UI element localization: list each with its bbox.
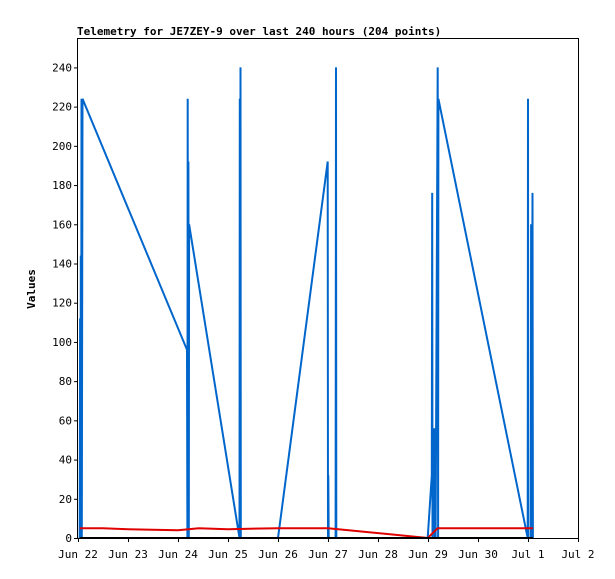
- x-tick-label: Jun 30: [458, 548, 498, 561]
- y-tick-label: 240: [52, 61, 72, 74]
- y-tick-label: 40: [59, 454, 72, 467]
- y-axis-label: Values: [25, 269, 38, 309]
- x-tick-label: Jun 29: [408, 548, 448, 561]
- x-tick-label: Jun 27: [308, 548, 348, 561]
- x-tick-label: Jun 23: [108, 548, 148, 561]
- x-tick-label: Jun 26: [258, 548, 298, 561]
- y-tick-label: 20: [59, 493, 72, 506]
- series-line-2: [79, 527, 533, 540]
- y-tick-label: 100: [52, 336, 72, 349]
- y-tick-label: 60: [59, 414, 72, 427]
- y-tick-label: 200: [52, 140, 72, 153]
- series-line-1: [78, 67, 534, 539]
- y-tick-label: 140: [52, 257, 72, 270]
- y-axis-ticks: 0 20 40 60 80 100 120 140 160 180 200 220 240: [52, 61, 78, 545]
- x-tick-label: Jun 24: [158, 548, 198, 561]
- y-tick-label: 80: [59, 375, 72, 388]
- y-tick-label: 0: [65, 532, 72, 545]
- x-axis-ticks: Jun 22 Jun 23 Jun 24 Jun 25 Jun 26 Jun 27 Jun …: [58, 538, 595, 561]
- x-tick-label: Jun 25: [208, 548, 248, 561]
- y-tick-label: 220: [52, 101, 72, 114]
- chart-title: Telemetry for JE7ZEY-9 over last 240 hou…: [77, 25, 441, 38]
- y-tick-label: 160: [52, 218, 72, 231]
- x-tick-label: Jun 28: [358, 548, 398, 561]
- series-group: [78, 67, 534, 540]
- x-tick-label: Jul 1: [511, 548, 544, 561]
- y-tick-label: 120: [52, 297, 72, 310]
- y-tick-label: 180: [52, 179, 72, 192]
- x-tick-label: Jul 2: [561, 548, 594, 561]
- x-tick-label: Jun 22: [58, 548, 98, 561]
- plot-frame: [77, 38, 579, 539]
